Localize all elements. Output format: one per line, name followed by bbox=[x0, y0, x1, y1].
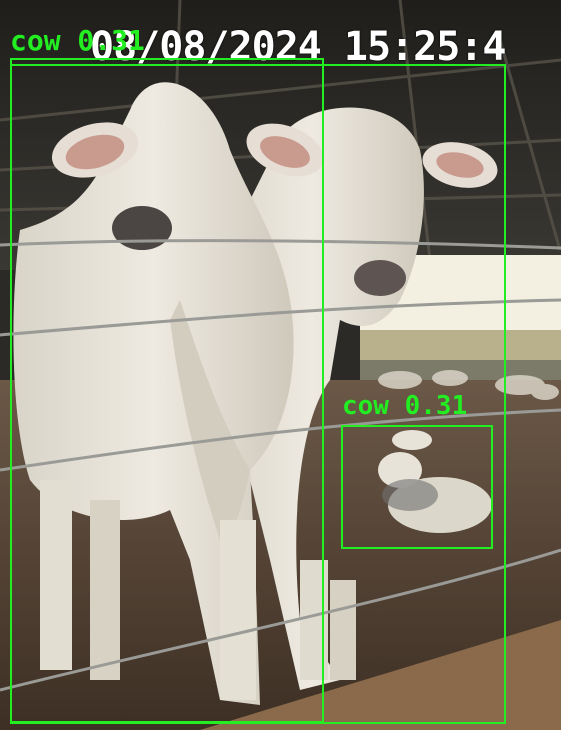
detection-box bbox=[341, 425, 493, 549]
detection-label: cow 0.31 bbox=[10, 24, 145, 57]
detection-label: cow 0.31 bbox=[342, 391, 467, 421]
